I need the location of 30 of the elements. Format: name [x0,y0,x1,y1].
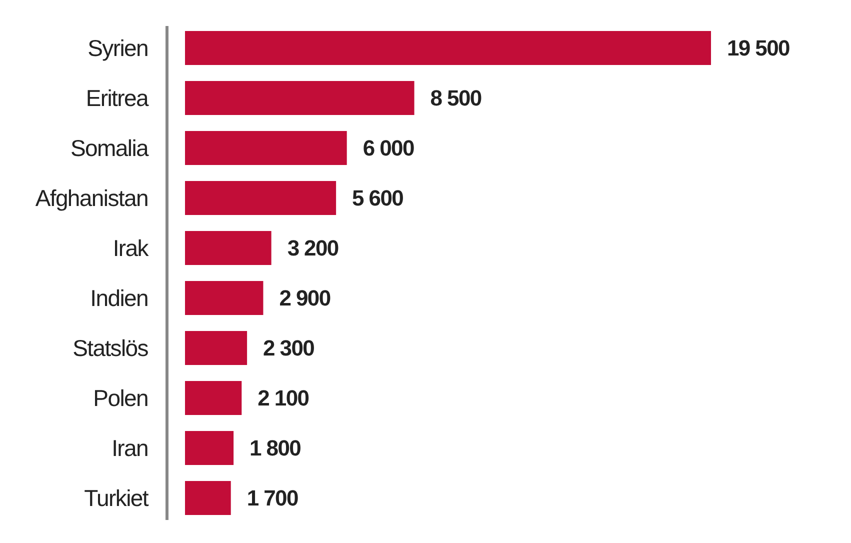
data-label: 8 500 [430,86,482,111]
y-tick-label: Syrien [88,35,148,62]
bar [185,31,711,65]
data-label: 2 900 [279,286,331,311]
y-tick-label: Statslös [72,335,148,362]
bar [185,381,242,415]
bar [185,131,347,165]
bar [185,181,336,215]
y-tick-label: Somalia [70,135,150,162]
data-label: 2 300 [263,336,315,361]
y-tick-label: Eritrea [86,85,149,112]
y-tick-label: Irak [112,235,150,262]
data-label: 3 200 [287,236,339,261]
y-tick-label: Indien [90,285,148,312]
bar [185,81,414,115]
bar [185,431,234,465]
y-tick-label: Polen [93,385,148,412]
data-label: 2 100 [258,386,310,411]
bar [185,281,264,315]
data-label: 1 800 [250,436,302,461]
bar [185,481,231,515]
bar [185,331,248,365]
y-tick-label: Iran [112,435,148,462]
data-label: 6 000 [362,136,414,161]
data-label: 1 700 [246,486,298,511]
y-tick-label: Turkiet [84,485,150,512]
y-tick-label: Afghanistan [35,185,148,212]
data-label: 5 600 [352,186,404,211]
data-label: 19 500 [727,36,790,61]
bar [185,231,272,265]
